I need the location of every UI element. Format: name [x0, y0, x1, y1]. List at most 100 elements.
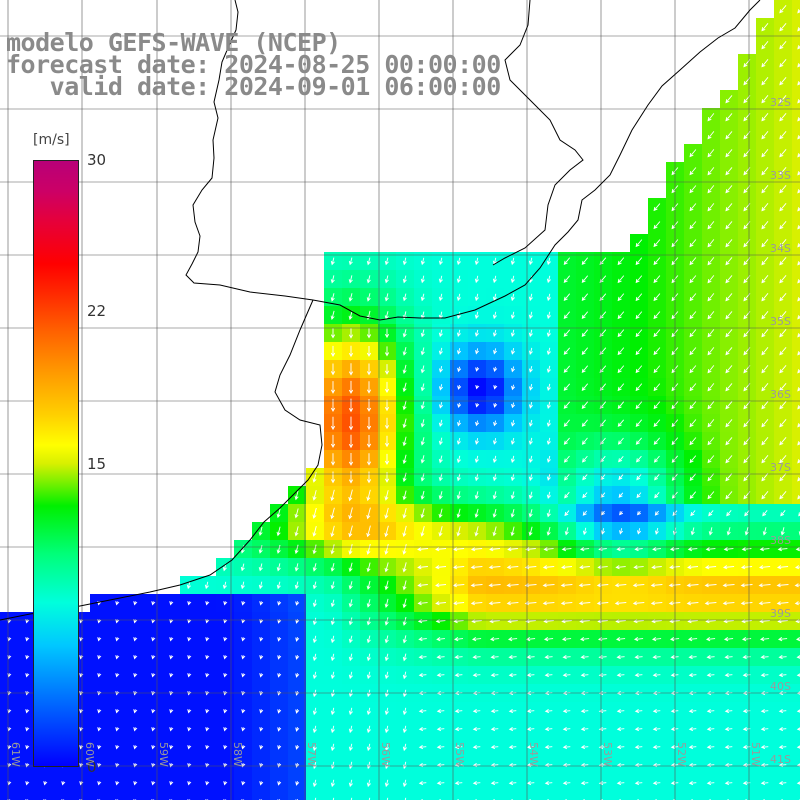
wind-arrow — [758, 583, 771, 588]
wind-arrow — [561, 565, 573, 570]
wind-cell — [792, 666, 800, 684]
wind-arrow — [510, 329, 515, 338]
wind-arrow — [651, 565, 662, 570]
wind-arrow — [187, 745, 192, 750]
wind-arrow — [492, 491, 497, 500]
wind-arrow — [436, 655, 445, 660]
longitude-label: 61W — [9, 742, 22, 767]
wind-arrow — [689, 257, 697, 266]
wind-arrow — [707, 437, 715, 446]
wind-arrow — [470, 565, 483, 570]
wind-arrow — [740, 601, 753, 606]
wind-arrow — [402, 743, 407, 752]
wind-cell — [576, 792, 594, 800]
wind-arrow — [563, 419, 570, 427]
wind-arrow — [797, 333, 800, 338]
wind-arrow — [259, 781, 264, 786]
wind-arrow — [330, 544, 335, 555]
wind-arrow — [561, 637, 572, 642]
title-model: modelo GEFS-WAVE (NCEP) — [6, 28, 341, 57]
wind-arrow — [510, 473, 515, 482]
wind-arrow — [706, 781, 715, 786]
wind-arrow — [312, 707, 317, 716]
wind-arrow — [366, 471, 372, 484]
wind-arrow — [617, 437, 624, 445]
wind-cell — [198, 792, 216, 800]
wind-cell — [792, 774, 800, 792]
wind-arrow — [241, 727, 246, 732]
wind-arrow — [761, 149, 769, 158]
wind-arrow — [616, 547, 625, 552]
wind-arrow — [706, 673, 715, 678]
wind-arrow — [457, 420, 462, 427]
wind-arrow — [438, 402, 444, 409]
wind-arrow — [617, 365, 625, 374]
wind-arrow — [524, 601, 537, 606]
wind-arrow — [563, 455, 570, 463]
wind-arrow — [761, 473, 769, 482]
wind-arrow — [546, 473, 551, 481]
wind-arrow — [204, 581, 209, 590]
wind-arrow — [528, 383, 534, 391]
wind-arrow — [510, 420, 516, 427]
wind-arrow — [760, 745, 769, 750]
wind-arrow — [348, 543, 353, 555]
wind-arrow — [581, 311, 589, 320]
wind-arrow — [223, 637, 228, 642]
wind-cell — [792, 216, 800, 234]
wind-cell — [792, 342, 800, 360]
wind-arrow — [689, 473, 697, 482]
wind-arrow — [332, 797, 335, 800]
wind-arrow — [707, 275, 715, 284]
wind-arrow — [492, 455, 497, 463]
colorbar-tick-0: 0 — [87, 758, 97, 776]
wind-arrow — [779, 311, 787, 320]
wind-arrow — [456, 329, 461, 338]
wind-arrow — [653, 293, 661, 302]
wind-arrow — [61, 781, 66, 786]
wind-cell — [792, 612, 800, 630]
wind-arrow — [417, 547, 429, 552]
wind-arrow — [348, 380, 354, 395]
wind-arrow — [258, 581, 263, 590]
wind-arrow — [151, 673, 156, 678]
wind-arrow — [581, 455, 588, 463]
wind-arrow — [725, 185, 733, 194]
wind-arrow — [546, 437, 551, 446]
wind-arrow — [348, 725, 353, 734]
wind-arrow — [330, 562, 335, 572]
wind-arrow — [744, 527, 749, 536]
wind-arrow — [510, 491, 515, 500]
wind-arrow — [652, 673, 661, 678]
wind-arrow — [706, 709, 715, 714]
wind-arrow — [402, 580, 407, 591]
wind-arrow — [438, 275, 443, 284]
wind-arrow — [776, 601, 789, 606]
wind-arrow — [707, 347, 715, 356]
wind-arrow — [707, 491, 715, 500]
wind-arrow — [741, 637, 752, 642]
wind-cell — [216, 792, 234, 800]
wind-arrow — [761, 167, 769, 176]
wind-arrow — [454, 727, 463, 732]
wind-arrow — [457, 402, 462, 409]
wind-arrow — [618, 456, 624, 463]
wind-arrow — [133, 709, 138, 714]
wind-arrow — [312, 490, 317, 501]
wind-arrow — [420, 329, 425, 338]
wind-arrow — [795, 547, 800, 552]
wind-arrow — [650, 583, 663, 588]
wind-arrow — [526, 709, 535, 714]
wind-arrow — [438, 437, 443, 446]
wind-arrow — [616, 781, 625, 786]
wind-arrow — [438, 508, 443, 519]
wind-arrow — [277, 601, 282, 606]
wind-arrow — [761, 41, 769, 50]
wind-arrow — [528, 293, 533, 302]
wind-arrow — [797, 441, 800, 446]
wind-arrow — [454, 709, 463, 714]
wind-arrow — [761, 293, 769, 302]
wind-arrow — [330, 471, 336, 484]
wind-arrow — [223, 727, 228, 732]
wind-arrow — [722, 583, 735, 588]
